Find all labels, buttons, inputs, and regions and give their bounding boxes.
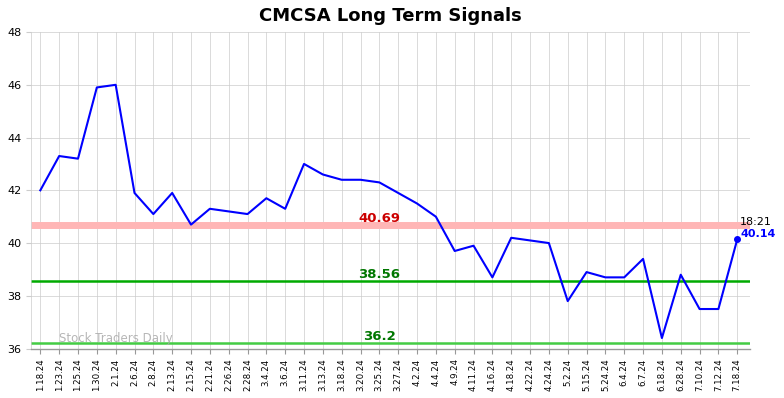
Title: CMCSA Long Term Signals: CMCSA Long Term Signals — [260, 7, 522, 25]
Text: 36.2: 36.2 — [363, 330, 396, 343]
Text: 40.69: 40.69 — [358, 212, 401, 225]
Text: Stock Traders Daily: Stock Traders Daily — [59, 332, 173, 345]
Text: 38.56: 38.56 — [358, 268, 401, 281]
Text: 40.14: 40.14 — [740, 229, 775, 239]
Text: 18:21: 18:21 — [740, 217, 772, 227]
